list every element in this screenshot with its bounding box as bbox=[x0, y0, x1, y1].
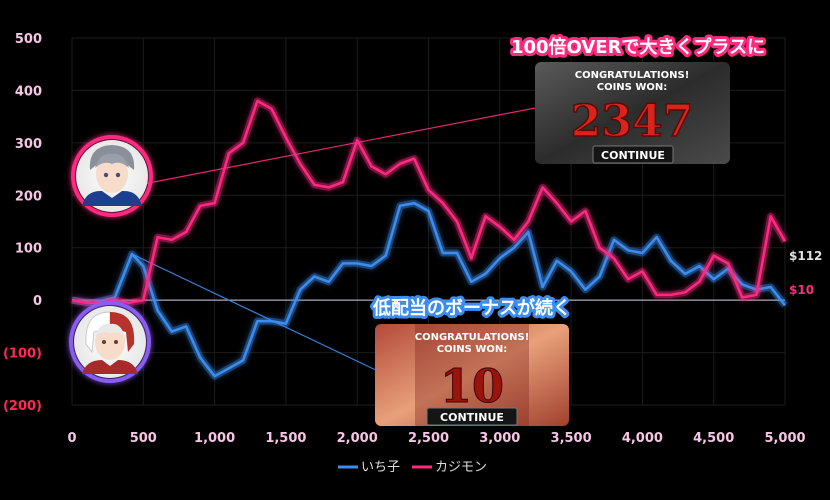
kajimon-eye-l bbox=[103, 172, 109, 178]
ichiko-eye-r bbox=[114, 340, 118, 344]
big-win-line1: CONGRATULATIONS! bbox=[575, 70, 690, 81]
series-line-1 bbox=[71, 99, 787, 305]
small-win-line2: COINS WON: bbox=[437, 344, 508, 355]
ichiko-face bbox=[95, 324, 125, 360]
kajimon-eye-r bbox=[115, 172, 121, 178]
big-win-continue-button: CONTINUE bbox=[601, 149, 665, 162]
x-tick-label: 4,000 bbox=[622, 431, 663, 446]
series-line-0 bbox=[71, 201, 786, 378]
small-win-line1: CONGRATULATIONS! bbox=[415, 332, 530, 343]
small-win-amount: 10 bbox=[440, 359, 504, 413]
y-axis-ticks: 500 400 300 200 100 0 (100) (200) bbox=[3, 32, 42, 414]
connector-small-win bbox=[131, 253, 381, 373]
ichiko-avatar bbox=[69, 301, 151, 383]
y-tick-label: 200 bbox=[15, 189, 42, 204]
big-win-card-bg bbox=[535, 62, 730, 164]
y-tick-label: 400 bbox=[15, 84, 42, 99]
y-tick-label: (200) bbox=[3, 399, 42, 414]
annotation-connectors bbox=[127, 107, 536, 373]
big-win-line2: COINS WON: bbox=[597, 82, 668, 93]
x-axis-ticks: 0 500 1,000 1,500 2,000 2,500 3,000 3,500 4,000 4… bbox=[67, 431, 805, 446]
annotation-big-win: 100倍OVERで大きくプラスに bbox=[511, 36, 765, 58]
ichiko-eye-l bbox=[102, 340, 106, 344]
x-tick-label: 500 bbox=[130, 431, 157, 446]
x-tick-label: 2,000 bbox=[337, 431, 378, 446]
x-tick-label: 5,000 bbox=[764, 431, 805, 446]
big-win-continue-bg bbox=[592, 145, 674, 164]
x-tick-label: 3,000 bbox=[479, 431, 520, 446]
kajimon-avatar-border bbox=[71, 135, 153, 217]
end-label-0: $112 bbox=[789, 249, 822, 263]
kajimon-face bbox=[96, 155, 128, 193]
annotation-small-win: 低配当のボーナスが続く bbox=[372, 297, 571, 319]
ichiko-bangs bbox=[95, 323, 125, 336]
kajimon-bangs bbox=[95, 153, 129, 168]
x-tick-label: 4,500 bbox=[693, 431, 734, 446]
end-label-1: $10 bbox=[789, 283, 814, 297]
ichiko-hair-left bbox=[85, 311, 111, 354]
connector-big-win bbox=[127, 107, 536, 188]
x-tick-label: 0 bbox=[67, 431, 76, 446]
big-win-card: CONGRATULATIONS! COINS WON: 2347 CONTINU… bbox=[535, 62, 730, 164]
x-tick-label: 1,000 bbox=[194, 431, 235, 446]
x-tick-label: 3,500 bbox=[551, 431, 592, 446]
ichiko-hair-right bbox=[110, 312, 135, 352]
legend-label-ichiko: いち子 bbox=[361, 460, 400, 475]
small-win-card: CONGRATULATIONS! COINS WON: 10 CONTINUE bbox=[375, 324, 569, 426]
end-labels: $112 $10 bbox=[789, 249, 822, 297]
small-win-card-bg bbox=[375, 324, 569, 426]
small-win-continue-bg bbox=[426, 407, 518, 426]
big-win-amount: 2347 bbox=[571, 96, 693, 147]
legend-label-kajimon: カジモン bbox=[435, 460, 487, 475]
kajimon-avatar bbox=[71, 135, 153, 217]
legend: いち子 カジモン bbox=[338, 460, 487, 475]
y-tick-label: (100) bbox=[3, 347, 42, 362]
ichiko-body bbox=[82, 360, 138, 374]
y-tick-label: 0 bbox=[33, 294, 42, 309]
x-tick-label: 2,500 bbox=[408, 431, 449, 446]
y-tick-label: 500 bbox=[15, 32, 42, 47]
y-tick-label: 300 bbox=[15, 137, 42, 152]
small-win-continue-button: CONTINUE bbox=[440, 411, 504, 424]
y-tick-label: 100 bbox=[15, 242, 42, 257]
series-layer bbox=[71, 97, 789, 380]
ichiko-avatar-border bbox=[69, 301, 151, 383]
x-tick-label: 1,500 bbox=[265, 431, 306, 446]
kajimon-hoodie bbox=[82, 190, 142, 206]
